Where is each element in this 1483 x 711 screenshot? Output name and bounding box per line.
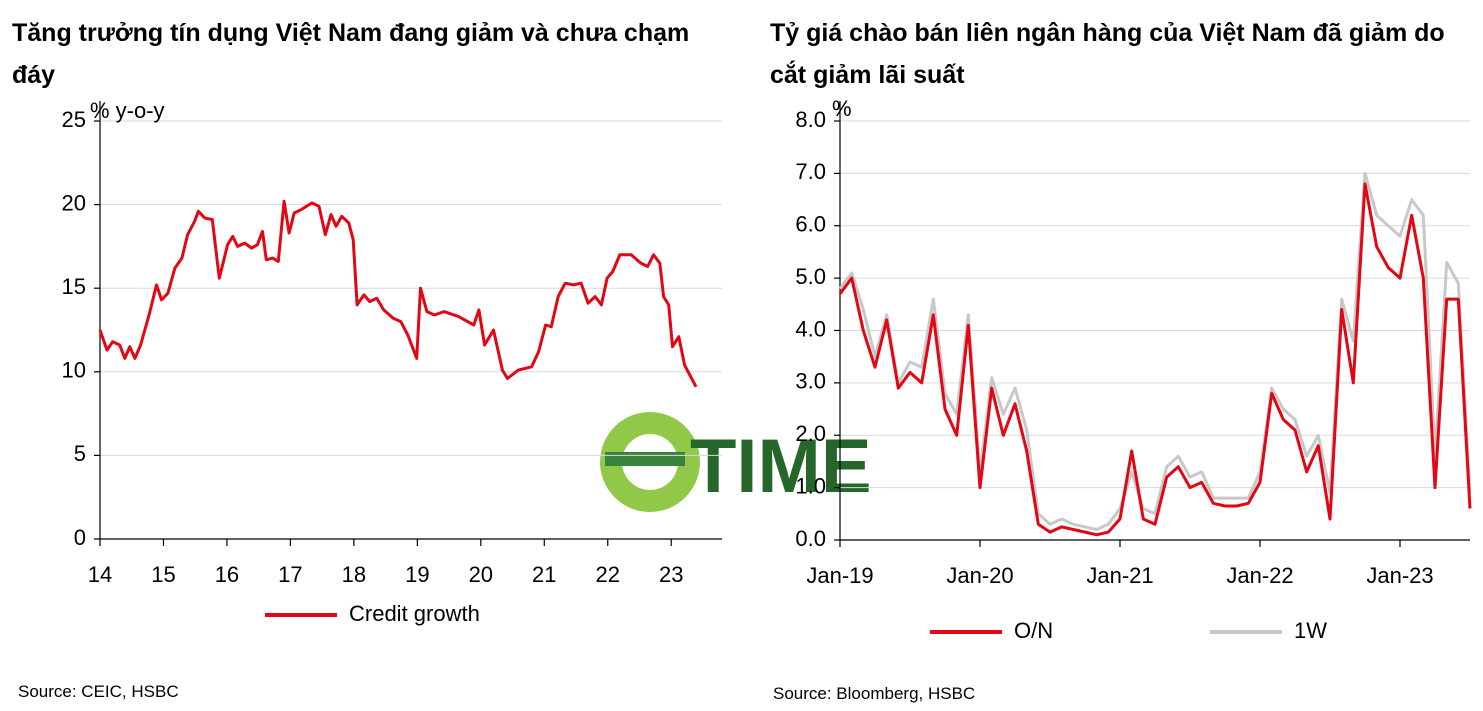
legend-label: O/N: [1014, 618, 1053, 643]
y-tick-label: 15: [62, 274, 86, 299]
y-tick-label: 6.0: [795, 212, 826, 237]
y-tick-label: 0.0: [795, 526, 826, 551]
y-tick-label: 3.0: [795, 369, 826, 394]
x-tick-label: Jan-22: [1226, 563, 1293, 588]
x-tick-label: 21: [532, 562, 556, 587]
series-line: [838, 182, 1472, 537]
y-tick-label: 10: [62, 358, 86, 383]
legend-label: Credit growth: [349, 601, 480, 626]
x-tick-label: 22: [596, 562, 620, 587]
y-tick-label: 1.0: [795, 473, 826, 498]
chart-title: Tăng trưởng tín dụng Việt Nam đang giảm …: [12, 19, 690, 89]
watermark-text: TIME: [690, 424, 872, 509]
x-tick-label: 18: [342, 562, 366, 587]
y-axis-label: % y-o-y: [90, 98, 165, 123]
y-tick-label: 7.0: [795, 159, 826, 184]
y-tick-label: 0: [74, 525, 86, 550]
x-tick-label: 20: [469, 562, 493, 587]
y-tick-label: 20: [62, 190, 86, 215]
x-tick-label: Jan-20: [946, 563, 1013, 588]
x-tick-label: 16: [215, 562, 239, 587]
y-tick-label: 5: [74, 441, 86, 466]
legend-label: 1W: [1294, 618, 1327, 643]
x-tick-label: 23: [659, 562, 683, 587]
x-tick-label: 14: [88, 562, 112, 587]
x-tick-label: 17: [278, 562, 302, 587]
y-tick-label: 2.0: [795, 421, 826, 446]
y-tick-label: 25: [62, 107, 86, 132]
series-line: [98, 199, 698, 388]
y-tick-label: 5.0: [795, 264, 826, 289]
chart-title: Tỷ giá chào bán liên ngân hàng của Việt …: [770, 19, 1445, 89]
x-tick-label: Jan-23: [1366, 563, 1433, 588]
x-tick-label: Jan-19: [806, 563, 873, 588]
x-tick-label: 15: [151, 562, 175, 587]
y-tick-label: 4.0: [795, 316, 826, 341]
x-tick-label: Jan-21: [1086, 563, 1153, 588]
y-axis-label: %: [832, 96, 852, 121]
y-tick-label: 8.0: [795, 107, 826, 132]
watermark: TIME: [600, 412, 872, 512]
source: Source: Bloomberg, HSBC: [773, 684, 976, 703]
series-line: [838, 171, 1472, 531]
x-tick-label: 19: [405, 562, 429, 587]
source: Source: CEIC, HSBC: [18, 682, 179, 701]
